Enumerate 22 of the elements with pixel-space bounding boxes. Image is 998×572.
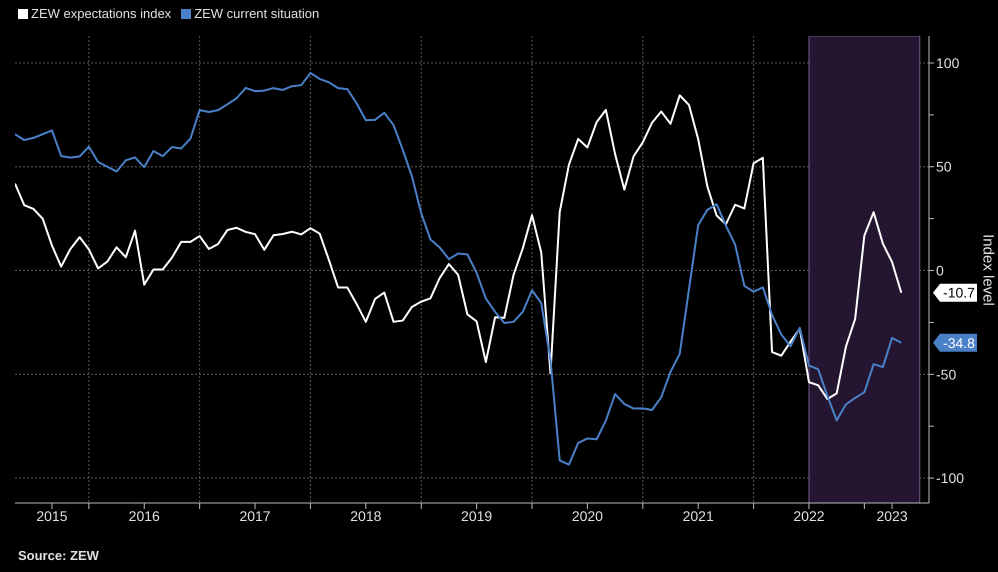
annotation: -10.7 (943, 284, 976, 301)
y-tick-label: -50 (936, 366, 956, 382)
x-tick-label: 2016 (128, 508, 160, 524)
x-tick-label: 2022 (793, 508, 825, 524)
x-tick-label: 2023 (876, 508, 908, 524)
source-note: Source: ZEW (18, 548, 99, 563)
legend-label: ZEW current situation (193, 6, 320, 21)
y-tick-label: -100 (936, 470, 964, 486)
x-tick-label: 2018 (350, 508, 382, 524)
line-series (15, 94, 902, 400)
x-tick-label: 2021 (682, 508, 714, 524)
x-tick-label: 2015 (36, 508, 68, 524)
y-tick-label: 100 (936, 54, 960, 71)
x-tick-label: 2017 (239, 508, 271, 524)
y-tick-label: 0 (936, 262, 944, 279)
annotation: -34.8 (943, 334, 976, 351)
x-tick-label: 2019 (461, 508, 492, 524)
line-series (15, 72, 902, 466)
legend-label: ZEW expectations index (30, 6, 172, 21)
y-tick-label: 50 (936, 158, 952, 175)
y-axis-title: Index level (980, 234, 996, 306)
x-tick-label: 2020 (572, 508, 604, 524)
